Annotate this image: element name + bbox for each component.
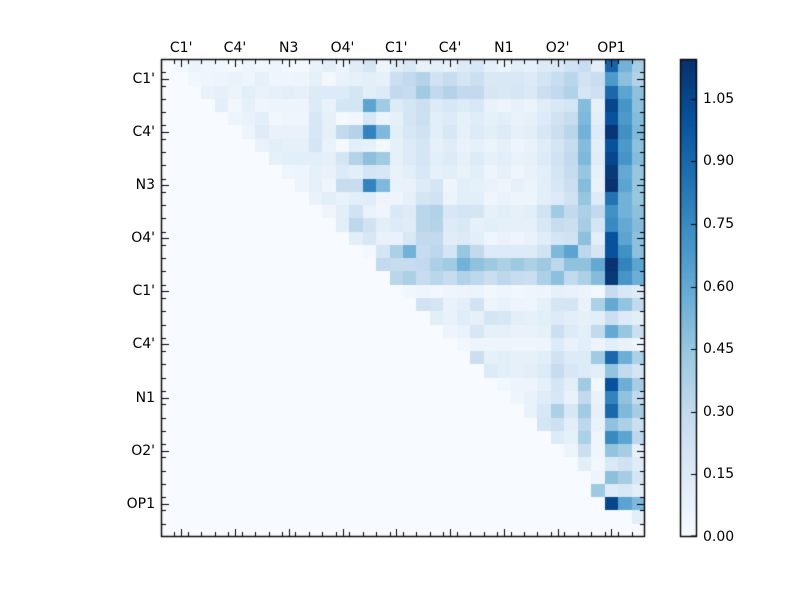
x-tick-label: C1' bbox=[169, 40, 193, 56]
y-tick-label: N3 bbox=[135, 177, 155, 194]
y-tick-label: C1' bbox=[132, 283, 155, 300]
colorbar-tick-label: 0.45 bbox=[703, 341, 735, 358]
y-tick-label: OP1 bbox=[126, 495, 155, 512]
colorbar-tick-label: 0.30 bbox=[703, 403, 735, 420]
x-tick-label: C4' bbox=[438, 40, 462, 56]
x-tick-label: O2' bbox=[545, 40, 570, 56]
colorbar-tick-label: 0.00 bbox=[703, 529, 735, 545]
colorbar-tick-label: 0.75 bbox=[703, 215, 735, 232]
y-tick-label: O4' bbox=[131, 230, 155, 247]
colorbar-tick-label: 0.60 bbox=[703, 278, 735, 295]
y-tick-label: O2' bbox=[131, 442, 155, 459]
x-tick-label: C4' bbox=[223, 40, 247, 56]
y-tick-label: C4' bbox=[132, 124, 155, 141]
y-tick-label: C1' bbox=[132, 70, 155, 87]
x-tick-label: O4' bbox=[330, 40, 355, 56]
x-tick-label: N3 bbox=[279, 40, 299, 56]
colorbar-tick-label: 1.05 bbox=[703, 90, 735, 107]
colorbar-tick-label: 0.15 bbox=[703, 466, 735, 483]
colorbar-tick-label: 0.90 bbox=[703, 153, 735, 170]
x-tick-label: OP1 bbox=[597, 40, 626, 56]
x-tick-label: N1 bbox=[494, 40, 514, 56]
x-tick-label: C1' bbox=[385, 40, 408, 56]
y-tick-label: C4' bbox=[132, 336, 155, 353]
y-tick-label: N1 bbox=[135, 389, 155, 406]
